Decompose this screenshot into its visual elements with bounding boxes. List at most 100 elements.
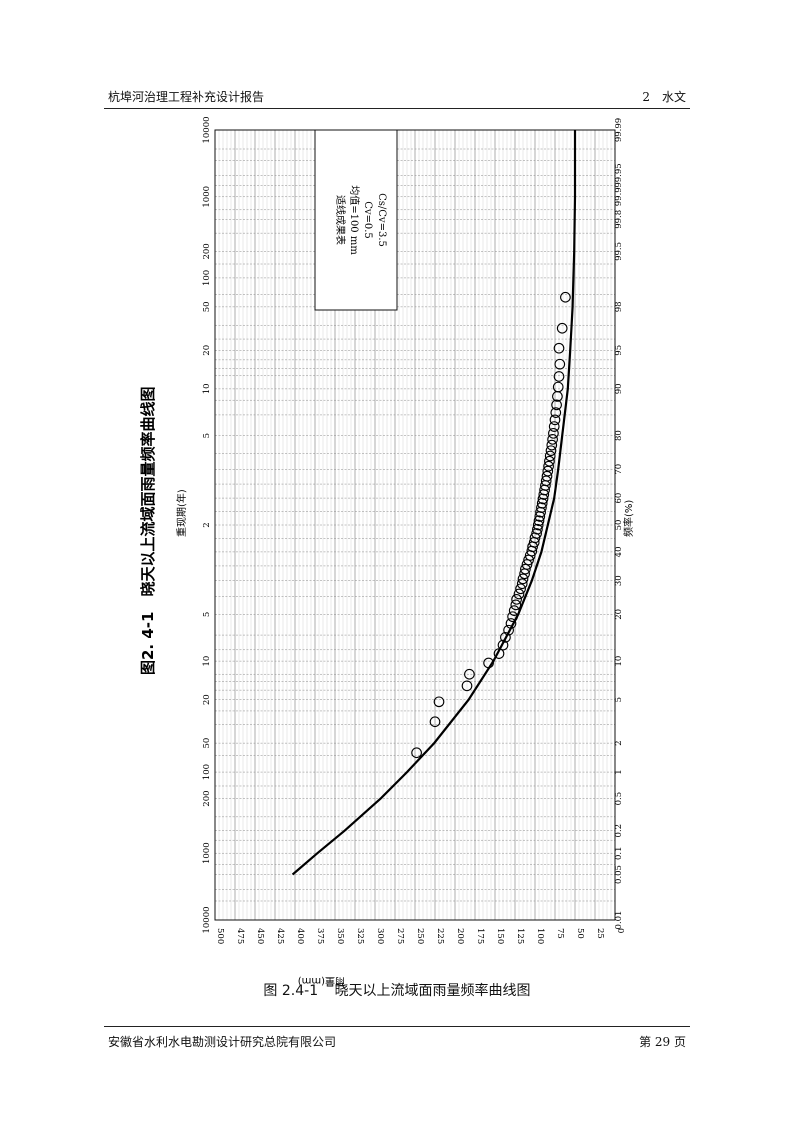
observed-point: [549, 414, 561, 426]
rainfall-tick-label: 200: [455, 928, 465, 944]
frequency-tick-label: 1: [614, 769, 624, 774]
legend-box: [314, 129, 398, 311]
frequency-tick-label: 99.99: [614, 118, 624, 142]
frequency-tick-label: 99.5: [614, 242, 624, 261]
observed-point: [531, 528, 542, 539]
rainfall-tick-label: 450: [255, 928, 265, 944]
rainfall-tick-label: 25: [595, 928, 605, 939]
frequency-tick-label: 0.05: [614, 865, 624, 884]
return-period-tick-label: 100: [202, 764, 212, 780]
observed-point: [546, 439, 558, 451]
return-period-tick-label: 10: [202, 383, 212, 394]
rainfall-tick-label: 0: [615, 928, 625, 933]
frequency-axis-ticks: 0.01 0.05 0.1 0.2 0.5 1 2 5 10 20 30 40 50 60 70 80 90 95…: [614, 118, 624, 930]
observed-point: [503, 624, 514, 636]
frequency-tick-label: 20: [614, 609, 624, 620]
chart-grid-horizontal: [215, 129, 615, 921]
observed-point: [547, 433, 558, 445]
observed-point: [493, 648, 505, 659]
observed-point: [515, 583, 526, 595]
chart-legend: 适线成果表 均值=100 mm Cv=0.5 Cs/Cv=3.5: [314, 129, 398, 311]
return-period-tick-label: 10000: [202, 116, 212, 143]
return-period-tick-label: 20: [202, 345, 212, 356]
frequency-tick-label: 70: [614, 464, 624, 475]
frequency-tick-label: 90: [614, 383, 624, 394]
observed-point: [464, 668, 475, 680]
observed-point: [556, 322, 568, 334]
rainfall-tick-label: 325: [355, 928, 365, 944]
frequency-tick-label: 40: [614, 546, 624, 557]
return-period-axis-ticks: 10000 1000 200 100 50 20 10 5 2 5 10 20 50 100 200 1000…: [202, 116, 212, 933]
x-axis-label: 频率(%): [622, 500, 635, 537]
observed-point: [548, 427, 559, 439]
rainfall-tick-label: 300: [375, 928, 385, 944]
rainfall-tick-label: 175: [475, 928, 485, 944]
fitted-frequency-curve: [291, 130, 577, 876]
header-section: 2 水文: [642, 90, 686, 104]
frequency-tick-label: 98: [614, 301, 624, 312]
frequency-tick-label: 10: [614, 656, 624, 667]
observed-point: [461, 680, 473, 692]
frequency-tick-label: 30: [614, 575, 624, 586]
plot-frame: [214, 129, 616, 921]
observed-point: [517, 573, 529, 585]
return-period-tick-label: 100: [202, 270, 212, 286]
observed-point: [551, 399, 562, 411]
frequency-tick-label: 99.95: [614, 163, 624, 187]
observed-point: [554, 358, 566, 370]
legend-line: 均值=100 mm: [348, 185, 361, 255]
page-header: 杭埠河治理工程补充设计报告 2 水文: [104, 86, 690, 109]
chart-title: 图2. 4-1 晓天以上流域面雨量频率曲线图: [139, 387, 157, 675]
rainfall-tick-label: 375: [315, 928, 325, 944]
return-period-tick-label: 50: [202, 738, 212, 749]
x2-axis-label: 重现期(年): [175, 489, 188, 537]
frequency-tick-label: 50: [614, 520, 624, 531]
observed-point: [533, 515, 545, 527]
rainfall-tick-label: 400: [295, 928, 305, 944]
rainfall-tick-label: 275: [395, 928, 405, 944]
return-period-tick-label: 2: [202, 522, 212, 527]
return-period-tick-label: 5: [202, 612, 212, 617]
return-period-tick-label: 10: [202, 656, 212, 667]
return-period-tick-label: 200: [202, 243, 212, 259]
observed-point: [500, 632, 511, 643]
frequency-tick-label: 99.8: [614, 210, 624, 229]
footer-page-number: 第 29 页: [639, 1035, 686, 1049]
observed-point: [516, 578, 528, 590]
observed-point: [505, 618, 517, 629]
rainfall-tick-label: 100: [535, 928, 545, 944]
observed-point: [507, 611, 518, 623]
rainfall-tick-label: 500: [215, 928, 225, 944]
frequency-tick-label: 0.2: [614, 824, 624, 838]
observed-point: [483, 657, 494, 669]
frequency-tick-label: 0.1: [614, 846, 624, 860]
frequency-tick-label: 60: [614, 493, 624, 504]
frequency-tick-label: 5: [614, 697, 624, 702]
return-period-tick-label: 5: [202, 433, 212, 438]
return-period-tick-label: 20: [202, 694, 212, 705]
observed-point: [543, 460, 554, 472]
observed-point: [433, 696, 445, 708]
rainfall-tick-label: 150: [495, 928, 505, 944]
rainfall-axis-ticks: 500 475 450 425 400 375 350 325 300 275 250 225 200 1…: [215, 928, 625, 944]
observed-point: [560, 291, 571, 303]
observed-point: [553, 342, 565, 354]
observed-point: [532, 519, 544, 531]
rainfall-tick-label: 350: [335, 928, 345, 944]
observed-point: [411, 747, 422, 759]
legend-line: 适线成果表: [334, 195, 347, 245]
observed-point: [552, 381, 564, 393]
observed-point: [513, 588, 525, 600]
legend-line: Cv=0.5: [362, 201, 373, 239]
observed-point: [510, 599, 522, 611]
observed-point: [511, 593, 522, 605]
frequency-tick-label: 99.9: [614, 187, 624, 206]
frequency-tick-label: 0.01: [614, 911, 624, 930]
observed-rainfall-points: [411, 291, 571, 759]
footer-institute: 安徽省水利水电勘测设计研究总院有限公司: [108, 1035, 337, 1049]
observed-point: [536, 502, 547, 513]
rainfall-tick-label: 250: [415, 928, 425, 944]
legend-line: Cs/Cv=3.5: [376, 193, 387, 247]
observed-point: [544, 455, 555, 467]
